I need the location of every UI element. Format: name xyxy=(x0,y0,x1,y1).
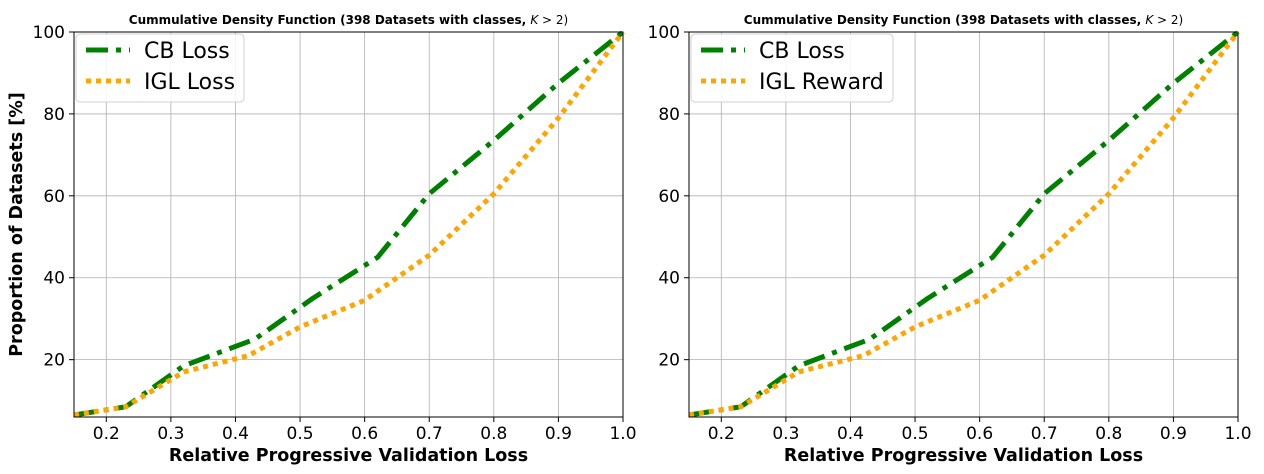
chart-title-math-var: K xyxy=(1145,13,1154,27)
x-tick-label: 0.7 xyxy=(416,424,443,444)
chart-title: Cummulative Density Function (398 Datase… xyxy=(129,13,568,27)
series-line-2 xyxy=(73,30,625,418)
x-tick-label: 0.8 xyxy=(480,424,507,444)
x-tick-label: 0.3 xyxy=(772,424,799,444)
y-tick-label: 80 xyxy=(43,105,65,125)
axes-frame xyxy=(73,31,624,418)
x-axis-label: Relative Progressive Validation Loss xyxy=(169,446,528,466)
x-tick-label: 0.4 xyxy=(222,424,249,444)
x-tick-label: 0.2 xyxy=(708,424,735,444)
x-tick-label: 1.0 xyxy=(609,424,636,444)
chart-title: Cummulative Density Function (398 Datase… xyxy=(744,13,1183,27)
x-tick-label: 1.0 xyxy=(1224,424,1251,444)
x-axis-label: Relative Progressive Validation Loss xyxy=(784,446,1143,466)
legend-label-2: IGL Loss xyxy=(144,70,235,95)
y-tick-label: 60 xyxy=(658,187,680,207)
chart-panel-1: Cummulative Density Function (398 Datase… xyxy=(7,13,637,466)
axes-frame xyxy=(688,31,1239,418)
chart-title-text: Cummulative Density Function (398 Datase… xyxy=(744,13,1146,27)
legend-label-1: CB Loss xyxy=(759,39,845,64)
x-tick-label: 0.4 xyxy=(837,424,864,444)
y-tick-label: 20 xyxy=(658,351,680,371)
x-tick-label: 0.3 xyxy=(157,424,184,444)
chart-title-math-var: K xyxy=(530,13,539,27)
chart-title-math-op: > 2) xyxy=(1153,13,1183,27)
legend-label-1: CB Loss xyxy=(144,39,230,64)
y-tick-label: 40 xyxy=(43,269,65,289)
x-tick-label: 0.7 xyxy=(1031,424,1058,444)
x-tick-label: 0.5 xyxy=(902,424,929,444)
x-tick-label: 0.6 xyxy=(351,424,378,444)
legend-label-2: IGL Reward xyxy=(759,70,884,95)
x-tick-label: 0.8 xyxy=(1095,424,1122,444)
series-line-1 xyxy=(73,30,625,418)
x-tick-label: 0.5 xyxy=(287,424,314,444)
y-axis-label: Proportion of Datasets [%] xyxy=(7,92,27,357)
legend-box xyxy=(690,33,894,103)
y-tick-label: 100 xyxy=(33,23,65,43)
x-tick-label: 0.9 xyxy=(545,424,572,444)
chart-title-text: Cummulative Density Function (398 Datase… xyxy=(129,13,531,27)
y-tick-label: 20 xyxy=(43,351,65,371)
series-line-1 xyxy=(688,30,1240,418)
y-tick-label: 60 xyxy=(43,187,65,207)
x-tick-label: 0.2 xyxy=(93,424,120,444)
y-tick-label: 40 xyxy=(658,269,680,289)
x-tick-label: 0.6 xyxy=(966,424,993,444)
x-tick-label: 0.9 xyxy=(1160,424,1187,444)
chart-title-math-op: > 2) xyxy=(538,13,568,27)
series-line-2 xyxy=(688,30,1240,418)
chart-panel-2: Cummulative Density Function (398 Datase… xyxy=(648,13,1252,466)
y-tick-label: 80 xyxy=(658,105,680,125)
y-tick-label: 100 xyxy=(648,23,680,43)
